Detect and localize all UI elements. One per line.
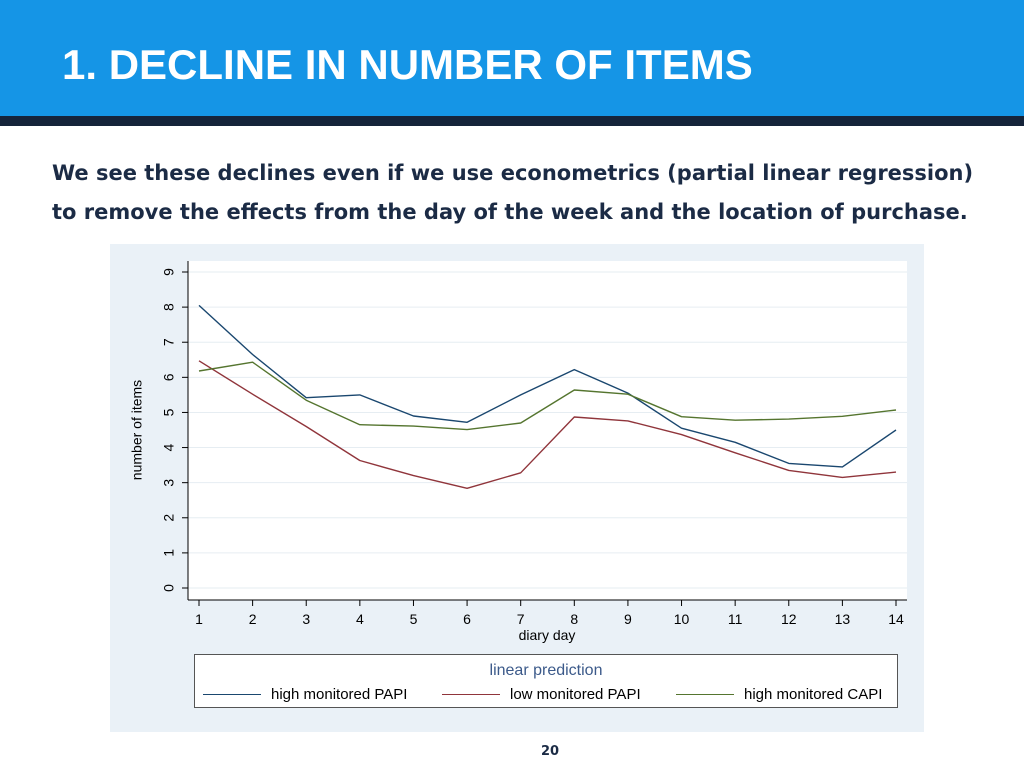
legend-label-high-monitored-papi: high monitored PAPI: [271, 686, 408, 703]
y-tick-label-8: 8: [161, 303, 177, 311]
slide-subtitle: We see these declines even if we use eco…: [52, 161, 974, 224]
title-bar: 1. DECLINE IN NUMBER OF ITEMS: [0, 0, 1024, 116]
y-tick-label-4: 4: [161, 443, 177, 451]
x-tick-label-3: 3: [302, 611, 310, 627]
legend-swatch-high-monitored-papi: [203, 694, 261, 695]
legend-label-high-monitored-capi: high monitored CAPI: [744, 686, 883, 703]
x-tick-label-11: 11: [728, 611, 743, 627]
legend-label-low-monitored-papi: low monitored PAPI: [510, 686, 641, 703]
x-tick-label-6: 6: [463, 611, 471, 627]
chart-legend: linear prediction high monitored PAPI lo…: [194, 654, 898, 708]
y-tick-label-0: 0: [161, 584, 177, 592]
title-divider: [0, 116, 1024, 126]
y-tick-label-6: 6: [161, 373, 177, 381]
legend-title: linear prediction: [489, 662, 603, 679]
x-tick-label-9: 9: [624, 611, 632, 627]
y-tick-label-9: 9: [161, 268, 177, 276]
y-tick-label-3: 3: [161, 479, 177, 487]
series-line-high-monitored-papi: [198, 304, 897, 468]
y-tick-label-5: 5: [161, 408, 177, 416]
y-axis-title: number of items: [129, 380, 145, 480]
x-axis-title: diary day: [519, 627, 576, 643]
legend-swatch-high-monitored-capi: [676, 694, 734, 695]
x-tick-label-10: 10: [674, 611, 690, 627]
x-tick-label-14: 14: [888, 611, 904, 627]
y-tick-label-7: 7: [161, 338, 177, 346]
x-tick-label-5: 5: [410, 611, 418, 627]
slide-title: 1. DECLINE IN NUMBER OF ITEMS: [62, 41, 753, 88]
x-tick-label-12: 12: [781, 611, 797, 627]
y-tick-label-1: 1: [161, 549, 177, 557]
legend-swatch-low-monitored-papi: [442, 694, 500, 695]
x-tick-label-13: 13: [835, 611, 851, 627]
page-number: 20: [540, 744, 560, 759]
x-tick-label-8: 8: [570, 611, 578, 627]
x-tick-label-1: 1: [195, 611, 203, 627]
x-tick-label-7: 7: [517, 611, 525, 627]
series-line-high-monitored-capi: [198, 361, 897, 431]
y-tick-label-2: 2: [161, 514, 177, 522]
chart-panel: 0 1 2 3 4 5 6 7 8 9 1 2 3 4 5 6 7 8 9 10 11 12 13 14 diary day nu…: [110, 244, 924, 732]
x-tick-label-2: 2: [249, 611, 257, 627]
plot-area: [188, 261, 907, 600]
series-line-low-monitored-papi: [198, 360, 897, 490]
x-tick-label-4: 4: [356, 611, 364, 627]
